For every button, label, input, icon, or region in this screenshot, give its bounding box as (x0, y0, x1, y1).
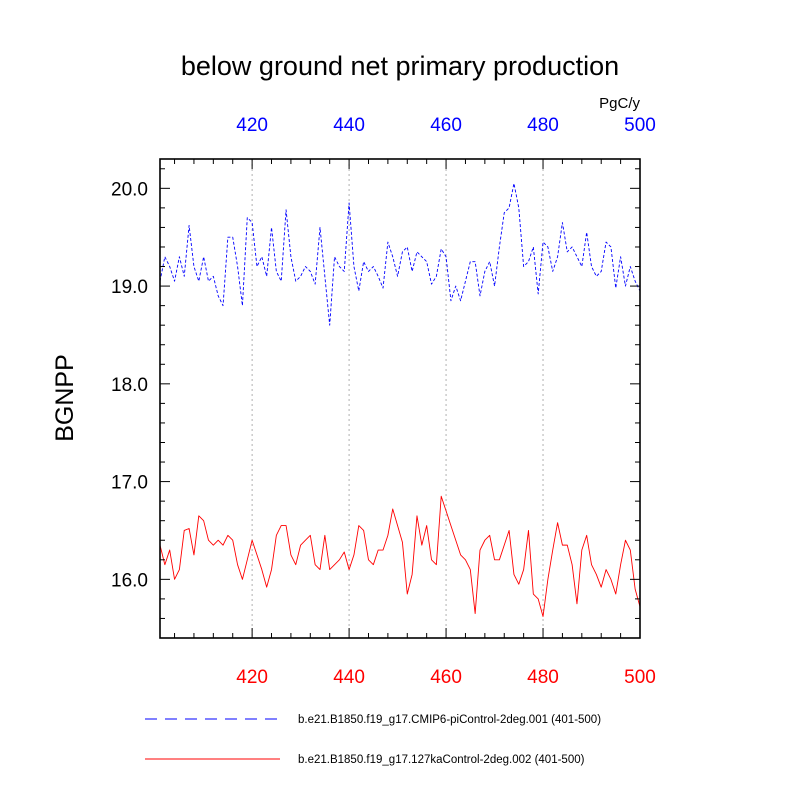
chart-title: below ground net primary production (181, 51, 619, 81)
bottom-axis-label: 420 (236, 667, 268, 688)
top-axis-label: 460 (430, 115, 462, 136)
ticks (160, 159, 641, 639)
series-layer (159, 182, 641, 617)
y-tick-label: 16.0 (111, 570, 148, 591)
bottom-axis-label: 500 (624, 667, 656, 688)
top-axis-label: 420 (236, 115, 268, 136)
y-tick-label: 18.0 (111, 375, 148, 396)
y-tick-label: 17.0 (111, 473, 148, 494)
bottom-axis-label: 440 (333, 667, 365, 688)
legend: b.e21.B1850.f19_g17.CMIP6-piControl-2deg… (145, 714, 601, 766)
series-line-1 (159, 495, 641, 617)
bottom-axis-labels: 420 440 460 480 500 (236, 667, 656, 688)
grid (251, 159, 544, 638)
units-label: PgC/y (599, 95, 640, 112)
legend-label-piControl: b.e21.B1850.f19_g17.CMIP6-piControl-2deg… (298, 714, 601, 726)
top-axis-label: 500 (624, 115, 656, 136)
y-tick-label: 20.0 (111, 179, 148, 200)
y-axis-label: BGNPP (51, 354, 79, 442)
top-axis-label: 440 (333, 115, 365, 136)
y-tick-label: 19.0 (111, 277, 148, 298)
plot-frame (159, 158, 641, 639)
legend-label-127kaControl: b.e21.B1850.f19_g17.127kaControl-2deg.00… (298, 754, 585, 766)
series-line-0 (159, 182, 641, 326)
bottom-axis-label: 460 (430, 667, 462, 688)
y-tick-labels: 16.0 17.0 18.0 19.0 20.0 (111, 179, 148, 591)
top-axis-labels: 420 440 460 480 500 (236, 115, 656, 136)
top-axis-label: 480 (527, 115, 559, 136)
bottom-axis-label: 480 (527, 667, 559, 688)
